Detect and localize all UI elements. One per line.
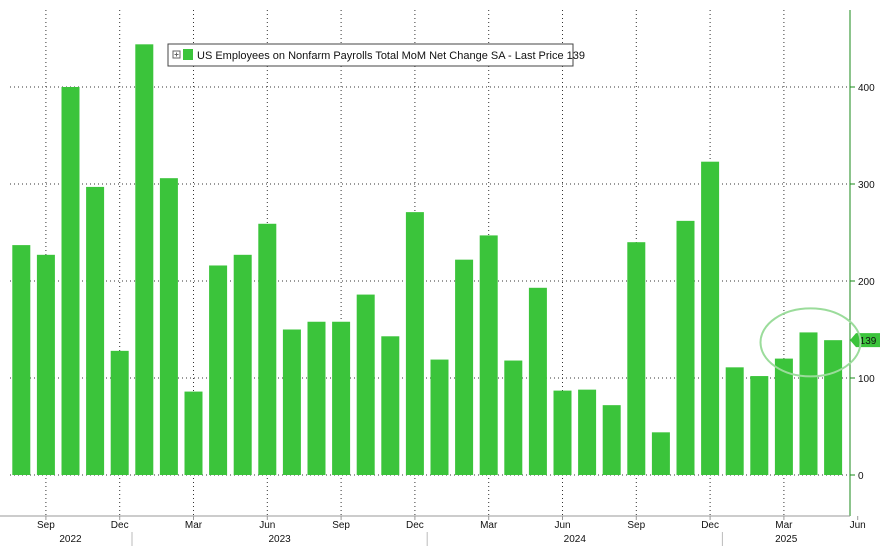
legend-toggle-icon[interactable] — [172, 50, 181, 59]
bar — [381, 336, 400, 475]
legend-swatch — [183, 49, 193, 60]
bar — [430, 359, 449, 475]
x-tick-label: Dec — [111, 520, 129, 531]
x-tick-label: Sep — [332, 520, 350, 531]
y-tick-label: 100 — [858, 374, 875, 385]
bar — [725, 367, 744, 475]
last-price-marker — [850, 333, 880, 348]
bar — [553, 390, 572, 475]
x-tick-label: Mar — [480, 520, 498, 531]
legend: US Employees on Nonfarm Payrolls Total M… — [167, 43, 585, 67]
bar — [602, 405, 621, 475]
x-year-label: 2024 — [564, 534, 587, 545]
bar — [159, 178, 178, 475]
bar — [774, 358, 793, 475]
bar — [356, 294, 375, 475]
x-year-label: 2025 — [775, 534, 798, 545]
bar — [824, 340, 843, 475]
x-tick-label: Jun — [554, 520, 570, 531]
bar — [209, 265, 228, 475]
bar — [282, 329, 301, 475]
bar — [528, 287, 547, 475]
bar — [627, 242, 646, 475]
y-tick-label: 0 — [858, 471, 864, 482]
bar — [184, 391, 203, 475]
highlight-circle — [759, 307, 862, 378]
bar — [676, 220, 695, 475]
bar — [258, 223, 277, 475]
bar — [135, 44, 154, 475]
y-tick-label: 400 — [858, 83, 875, 94]
x-tick-label: Mar — [775, 520, 793, 531]
bar — [12, 245, 31, 475]
last-price-label: 139 — [860, 336, 877, 347]
axes: 0 100 200 300 400 Sep Dec Mar Jun Sep Dec Mar Jun Sep… — [0, 10, 875, 546]
bar — [578, 389, 597, 475]
bar-series — [12, 44, 843, 475]
bar — [701, 161, 720, 475]
x-year-label: 2022 — [59, 534, 82, 545]
bar — [307, 321, 326, 475]
bar — [750, 376, 769, 475]
bar — [332, 321, 351, 475]
x-tick-label: Mar — [185, 520, 203, 531]
x-tick-label: Dec — [701, 520, 719, 531]
bar — [110, 350, 129, 475]
bar — [479, 235, 498, 475]
bar — [86, 186, 105, 475]
y-tick-label: 200 — [858, 277, 875, 288]
bar — [405, 212, 424, 475]
x-tick-label: Sep — [37, 520, 55, 531]
annotations: 139 — [759, 307, 880, 378]
bar — [36, 254, 55, 475]
x-tick-label: Sep — [627, 520, 645, 531]
legend-text: US Employees on Nonfarm Payrolls Total M… — [197, 50, 585, 62]
bar — [61, 87, 80, 475]
bar — [455, 259, 474, 475]
x-tick-label: Jun — [259, 520, 275, 531]
bar — [651, 432, 670, 475]
x-year-label: 2023 — [268, 534, 291, 545]
bar — [504, 360, 523, 475]
y-tick-label: 300 — [858, 180, 875, 191]
bar — [233, 254, 252, 475]
x-tick-label: Dec — [406, 520, 424, 531]
x-tick-label: Jun — [850, 520, 866, 531]
bar — [799, 332, 818, 475]
legend-box — [167, 43, 574, 67]
